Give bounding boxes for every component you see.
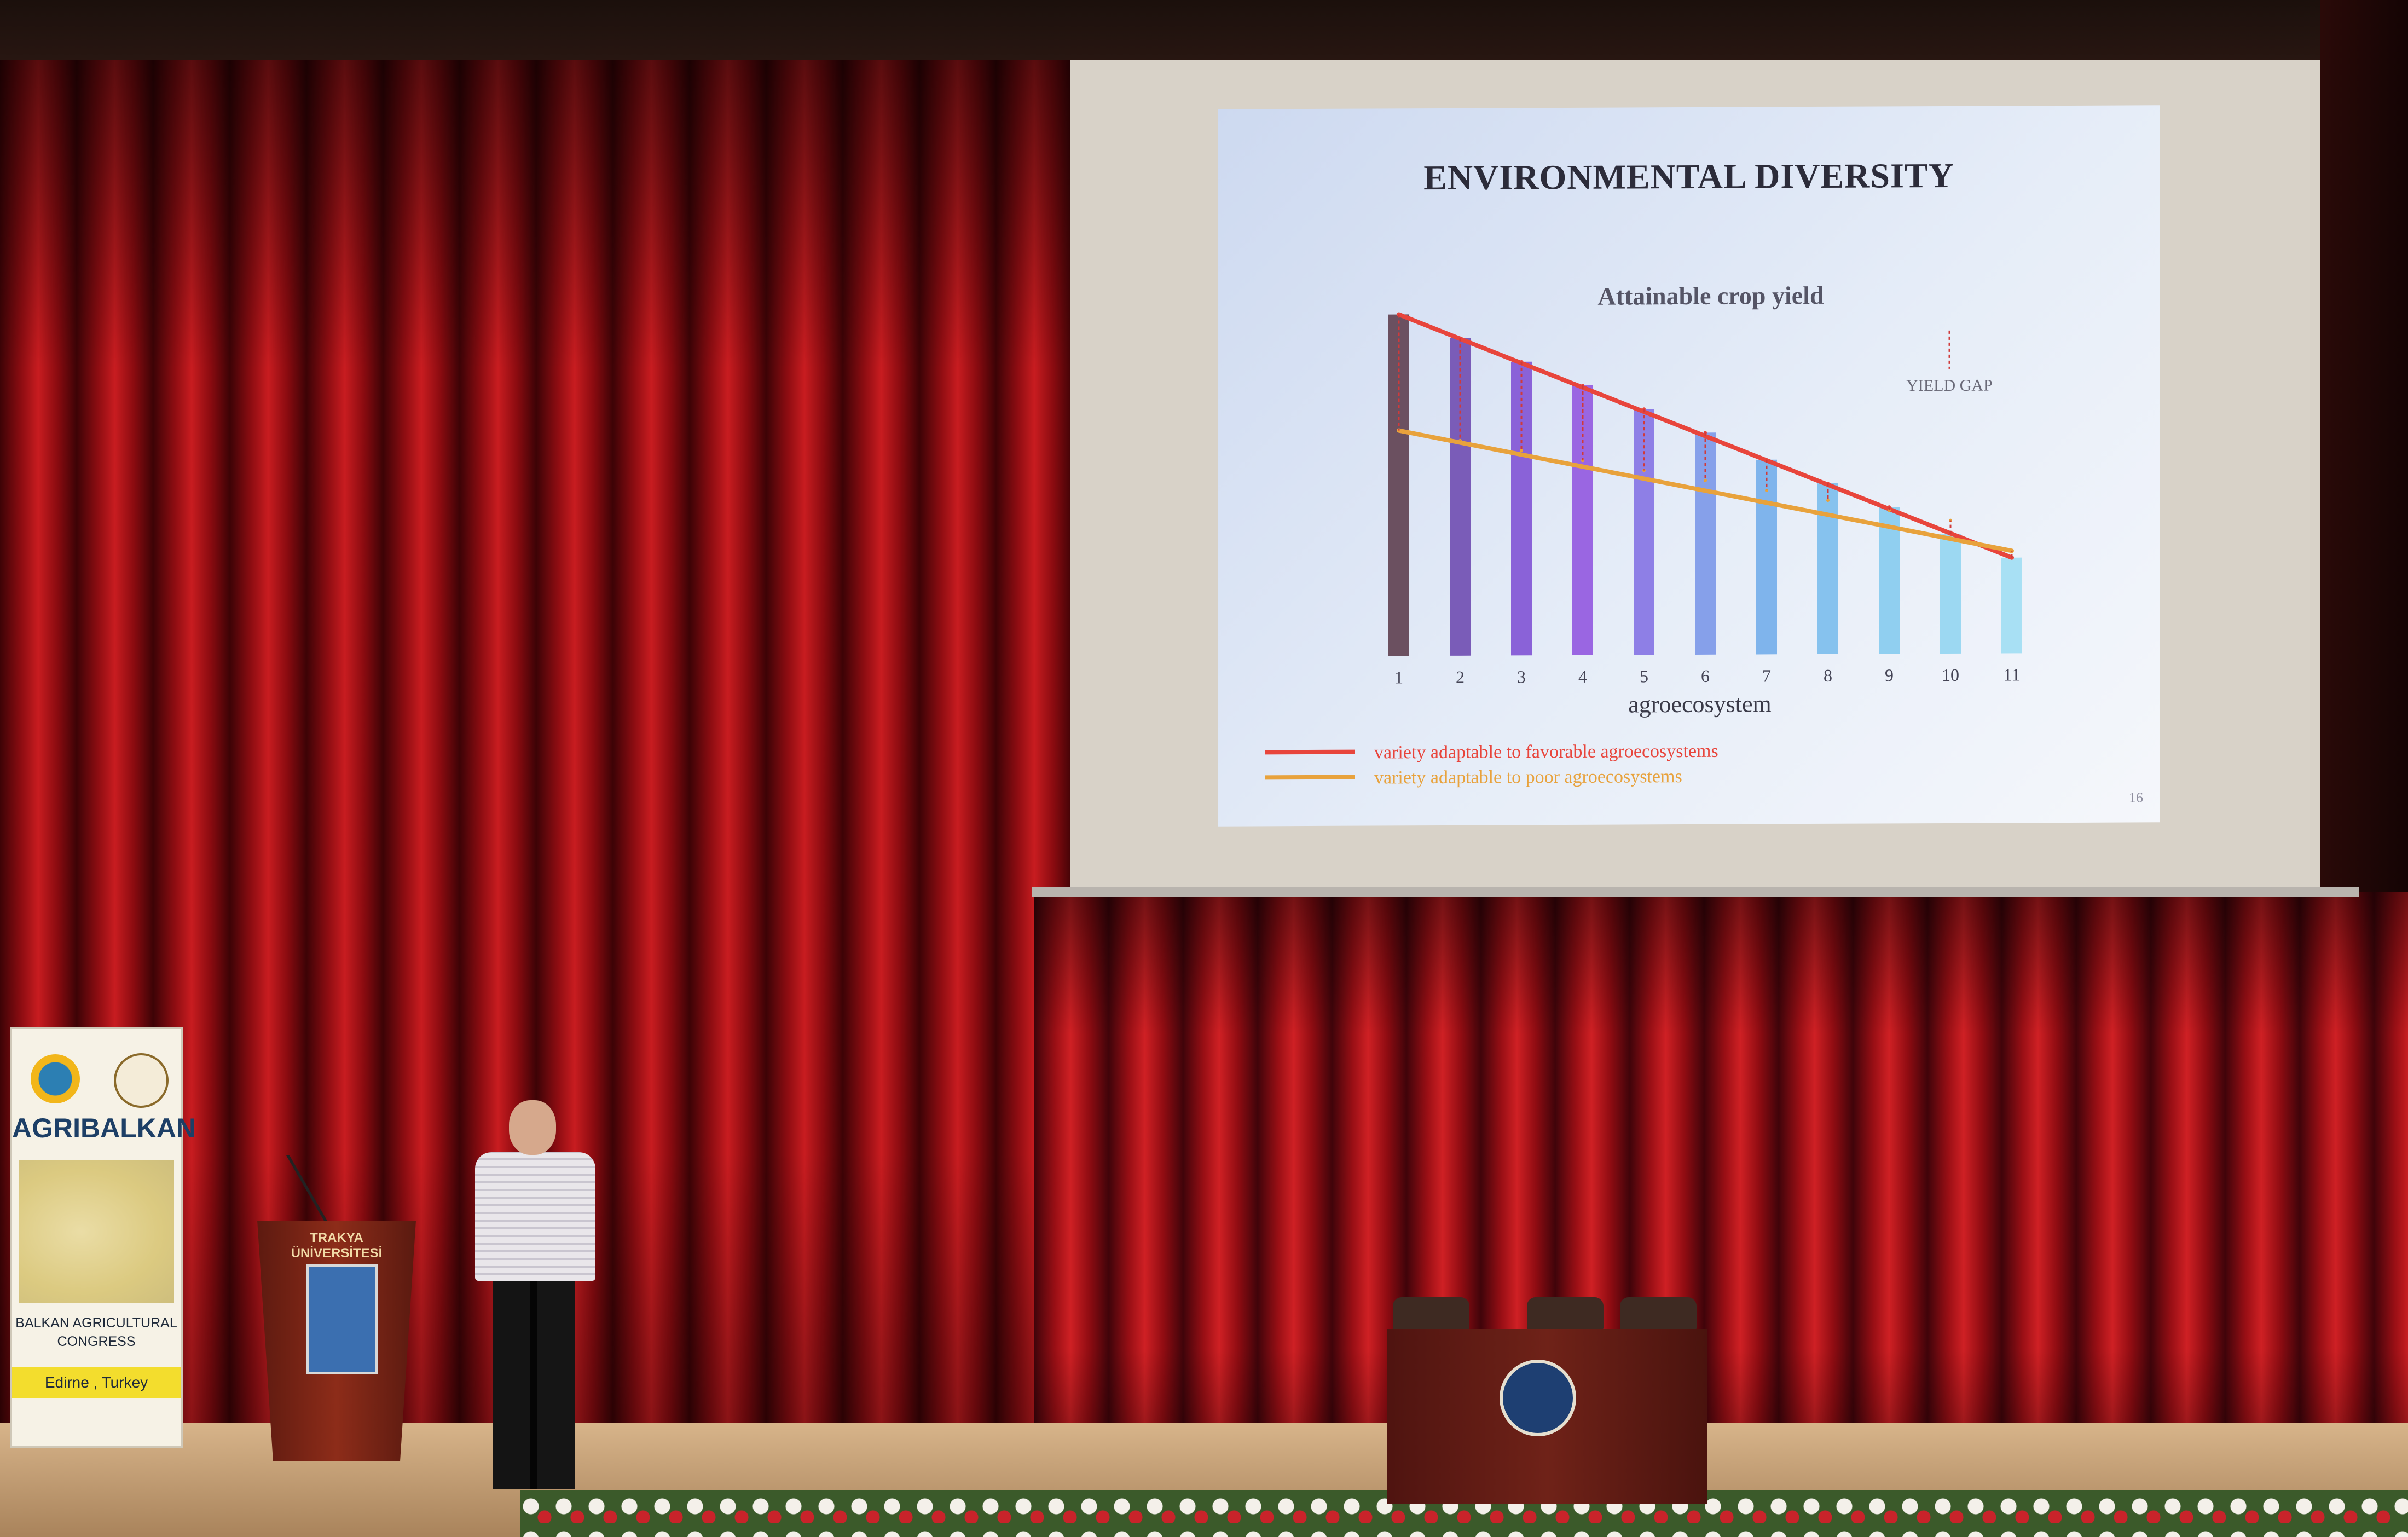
legend-label: variety adaptable to poor agroecosystems — [1374, 766, 1682, 788]
agribalkan-logo — [31, 1054, 80, 1103]
yield-chart: Attainable crop yield 1 2 3 4 5 6 7 8 9 10 11 agroec… — [1265, 281, 2022, 788]
series-point — [1704, 478, 1707, 482]
bar — [2001, 557, 2022, 654]
ceiling — [0, 0, 2408, 71]
x-tick-label: 9 — [1885, 665, 1894, 685]
x-tick-label: 11 — [2004, 665, 2021, 684]
yield-gap-annotation: YIELD GAP — [1906, 377, 1992, 395]
bar — [1450, 338, 1471, 656]
x-tick-label: 4 — [1578, 667, 1587, 686]
speaker-person — [465, 1100, 607, 1500]
agribalkan-banner: AGRIBALKAN BALKAN AGRICULTURAL CONGRESS … — [10, 1027, 196, 1448]
series-point — [1520, 449, 1523, 453]
screen-bottom-bar — [1032, 887, 2359, 897]
series-line — [1397, 312, 2014, 560]
x-axis-label: agroecosystem — [1628, 690, 1771, 718]
balkan-map-graphic — [19, 1160, 174, 1303]
bar — [1940, 534, 1961, 654]
x-tick-label: 5 — [1640, 666, 1648, 686]
x-tick-label: 2 — [1456, 667, 1465, 687]
chair — [1393, 1297, 1469, 1330]
projected-slide: ENVIRONMENTAL DIVERSITY Attainable crop … — [1218, 105, 2160, 827]
podium-emblem — [306, 1264, 378, 1374]
bar — [1511, 361, 1532, 656]
banner-subtitle-line2: CONGRESS — [57, 1334, 136, 1349]
podium: TRAKYA ÜNİVERSİTESİ — [257, 1221, 416, 1461]
x-tick-label: 10 — [1942, 665, 1959, 685]
bar — [1756, 459, 1777, 655]
x-tick-label: 6 — [1701, 666, 1710, 686]
curtain-right — [1034, 892, 2408, 1461]
x-tick-label: 3 — [1517, 667, 1526, 686]
banner-subtitle: BALKAN AGRICULTURAL CONGRESS — [12, 1314, 181, 1351]
legend-label: variety adaptable to favorable agroecosy… — [1374, 741, 1718, 763]
podium-label-line2: ÜNİVERSİTESİ — [291, 1246, 383, 1261]
legend-swatch — [1265, 749, 1355, 755]
speaker-legs — [493, 1281, 575, 1489]
slide-number: 16 — [2129, 789, 2143, 806]
podium-label-line1: TRAKYA — [310, 1230, 363, 1245]
x-tick-label: 7 — [1762, 666, 1771, 685]
x-tick-label: 1 — [1394, 667, 1403, 687]
university-logo — [114, 1053, 169, 1108]
panel-desk — [1387, 1329, 1707, 1504]
desk-university-emblem — [1500, 1360, 1576, 1436]
series-point — [1826, 499, 1830, 502]
banner-location: Edirne , Turkey — [12, 1367, 181, 1398]
series-line — [1397, 428, 2014, 553]
podium-label: TRAKYA ÜNİVERSİTESİ — [279, 1230, 394, 1261]
right-wall — [2320, 0, 2408, 898]
chair — [1527, 1297, 1604, 1330]
banner-title: AGRIBALKAN — [12, 1113, 196, 1143]
bar — [1388, 314, 1409, 656]
chart-title: Attainable crop yield — [1597, 281, 1824, 310]
bar — [1817, 483, 1838, 654]
banner-subtitle-line1: BALKAN AGRICULTURAL — [15, 1315, 177, 1331]
bar — [1634, 409, 1654, 655]
chair — [1620, 1297, 1697, 1330]
bar — [1572, 385, 1593, 655]
speaker-shirt — [475, 1152, 595, 1281]
legend-swatch — [1265, 775, 1355, 780]
bar — [1879, 507, 1900, 654]
x-tick-label: 8 — [1824, 666, 1832, 685]
speaker-head — [509, 1100, 556, 1155]
